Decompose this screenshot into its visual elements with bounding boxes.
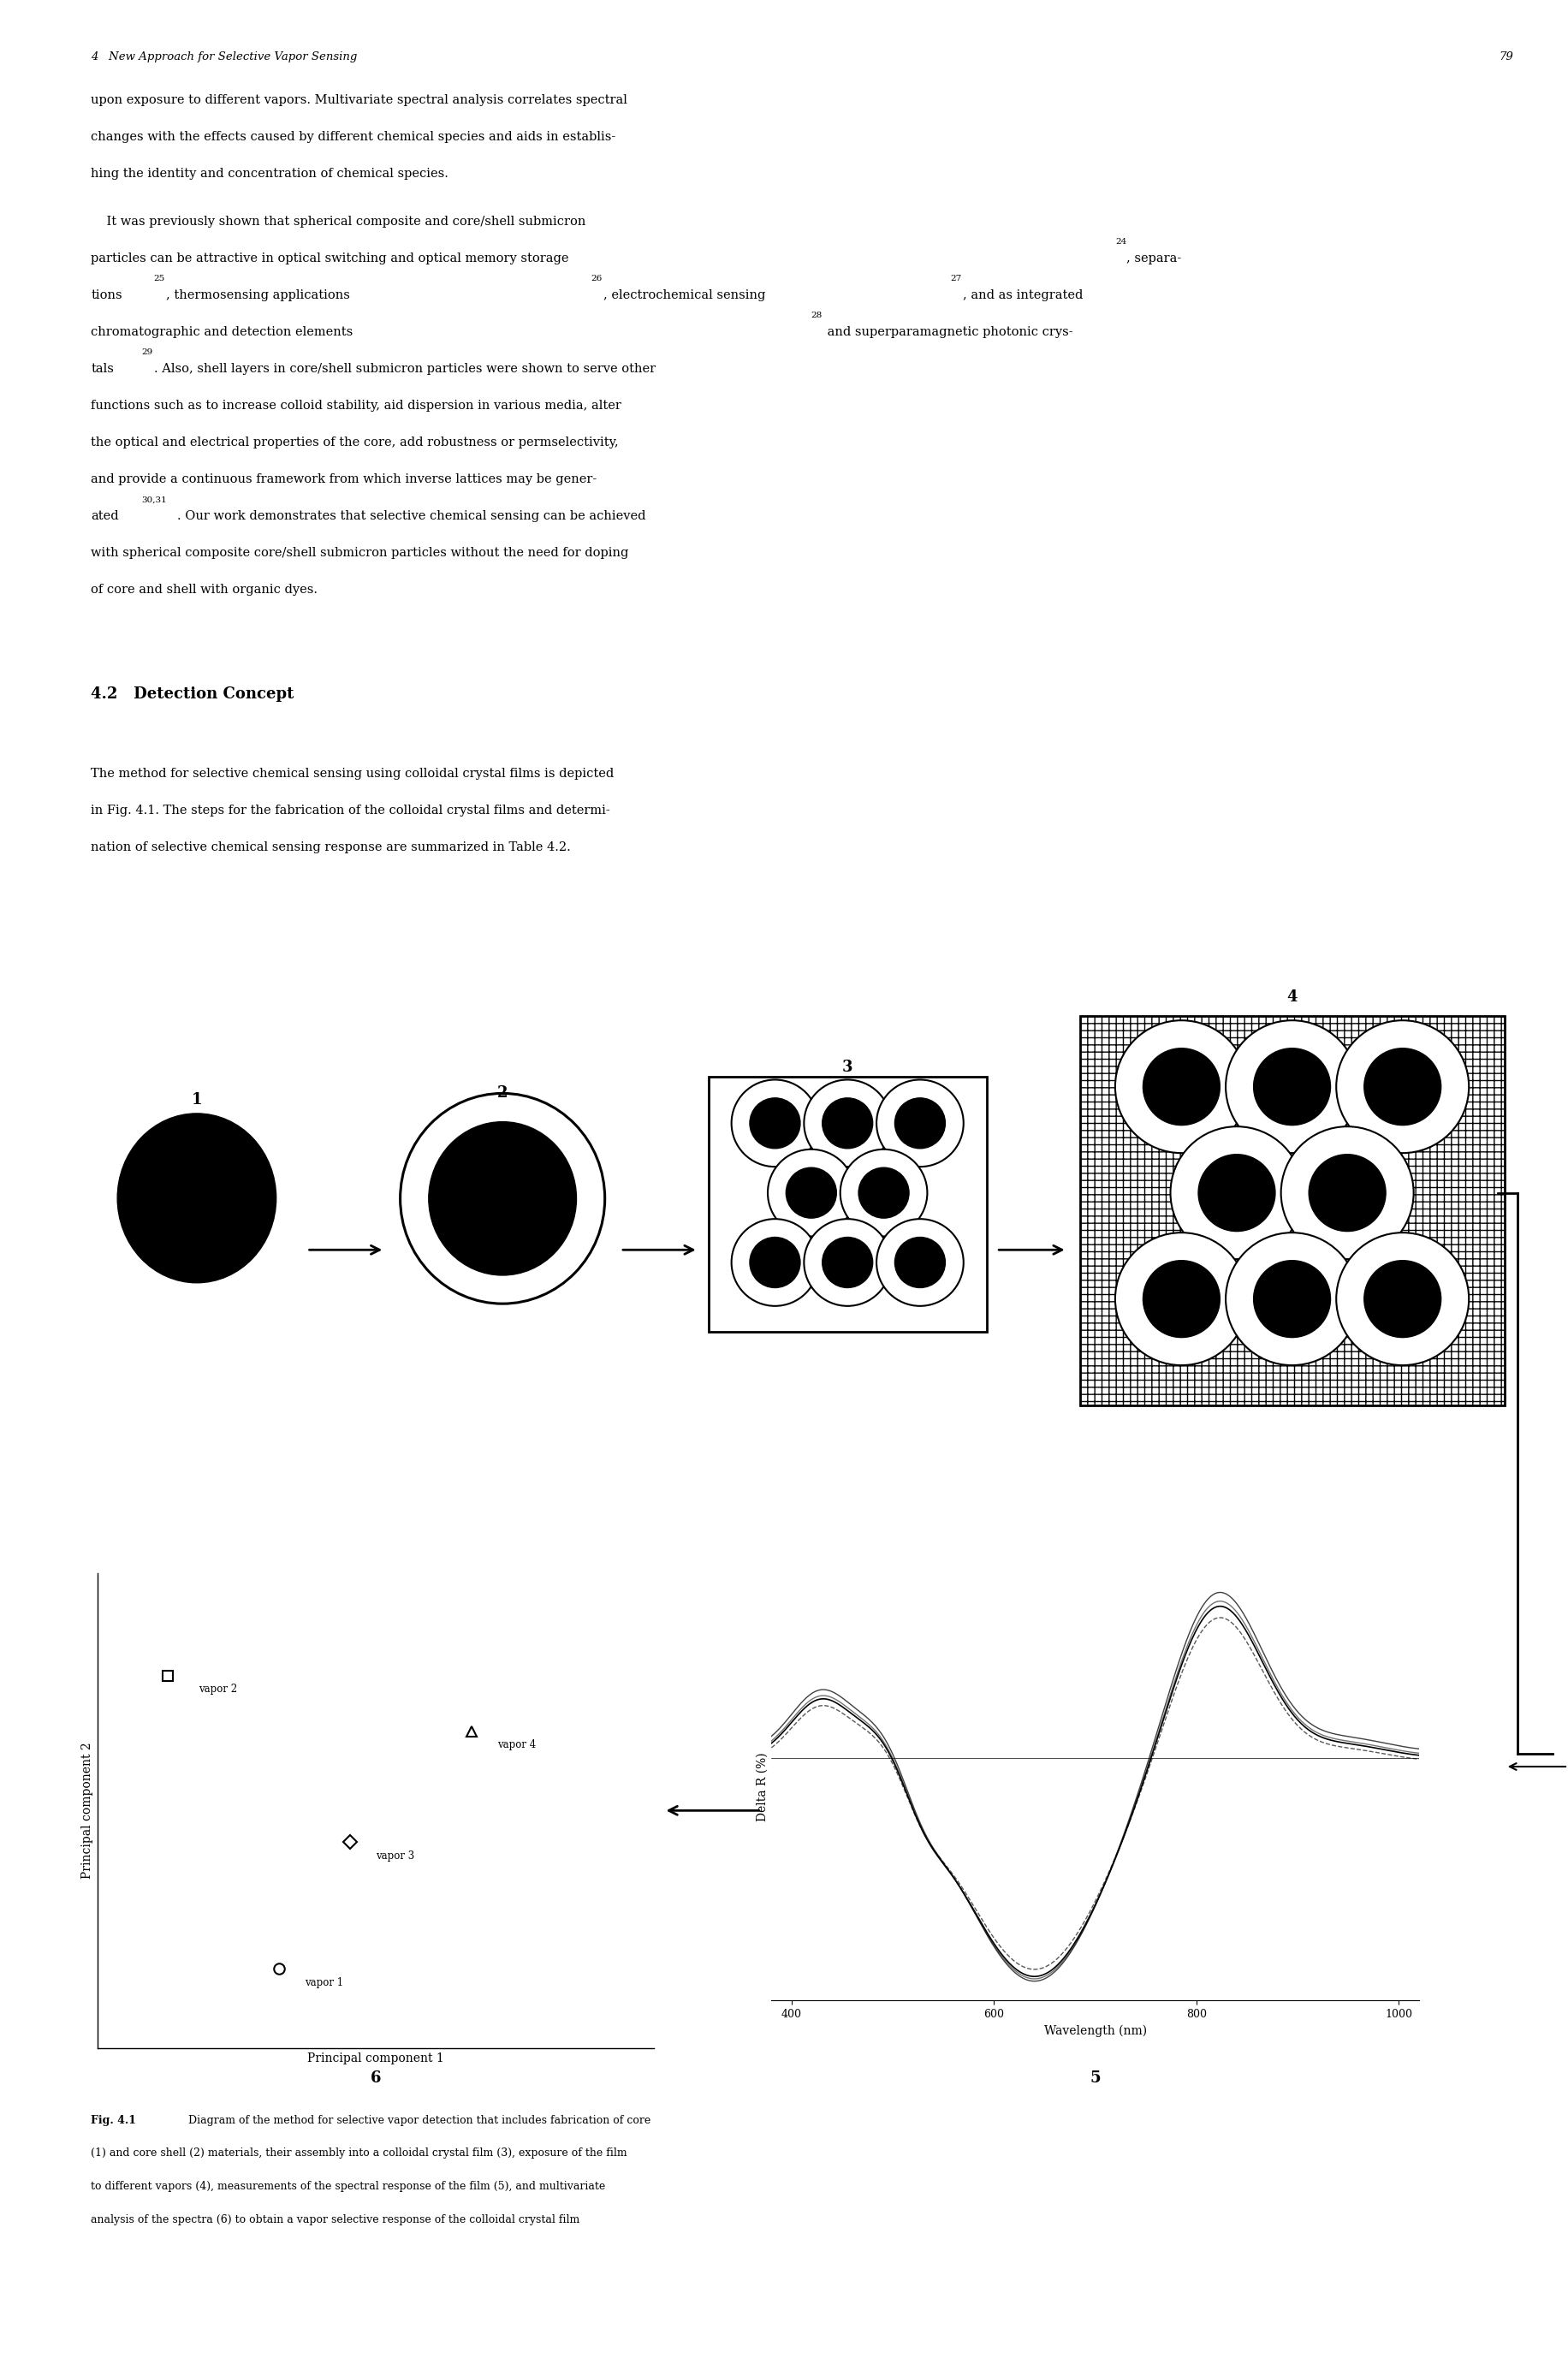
Text: 25: 25 bbox=[154, 276, 165, 283]
Text: 79: 79 bbox=[1499, 50, 1513, 62]
Text: , separa-: , separa- bbox=[1126, 252, 1182, 264]
Text: . Our work demonstrates that selective chemical sensing can be achieved: . Our work demonstrates that selective c… bbox=[177, 511, 646, 523]
X-axis label: Wavelength (nm): Wavelength (nm) bbox=[1044, 2024, 1146, 2036]
Circle shape bbox=[877, 1079, 963, 1167]
Text: ated: ated bbox=[91, 511, 119, 523]
Circle shape bbox=[1115, 1233, 1248, 1366]
Circle shape bbox=[859, 1167, 909, 1219]
Ellipse shape bbox=[400, 1093, 605, 1304]
Text: (1) and core shell (2) materials, their assembly into a colloidal crystal film (: (1) and core shell (2) materials, their … bbox=[91, 2148, 627, 2160]
Circle shape bbox=[731, 1079, 818, 1167]
Circle shape bbox=[1143, 1262, 1220, 1338]
Text: Fig. 4.1: Fig. 4.1 bbox=[91, 2115, 136, 2127]
Text: The method for selective chemical sensing using colloidal crystal films is depic: The method for selective chemical sensin… bbox=[91, 767, 615, 779]
Circle shape bbox=[768, 1150, 855, 1236]
Text: and superparamagnetic photonic crys-: and superparamagnetic photonic crys- bbox=[823, 326, 1073, 337]
Circle shape bbox=[1364, 1048, 1441, 1126]
Text: , electrochemical sensing: , electrochemical sensing bbox=[604, 290, 765, 302]
Text: tals: tals bbox=[91, 364, 114, 375]
Text: chromatographic and detection elements: chromatographic and detection elements bbox=[91, 326, 353, 337]
Circle shape bbox=[840, 1150, 927, 1236]
Text: Diagram of the method for selective vapor detection that includes fabrication of: Diagram of the method for selective vapo… bbox=[188, 2115, 651, 2127]
Text: tions: tions bbox=[91, 290, 122, 302]
Circle shape bbox=[1336, 1019, 1469, 1152]
FancyBboxPatch shape bbox=[709, 1076, 986, 1333]
Ellipse shape bbox=[428, 1121, 577, 1276]
Text: in Fig. 4.1. The steps for the fabrication of the colloidal crystal films and de: in Fig. 4.1. The steps for the fabricati… bbox=[91, 805, 610, 817]
Text: vapor 1: vapor 1 bbox=[304, 1977, 343, 1989]
Circle shape bbox=[804, 1219, 891, 1307]
FancyBboxPatch shape bbox=[1080, 1017, 1504, 1404]
Circle shape bbox=[1309, 1155, 1386, 1231]
Circle shape bbox=[731, 1219, 818, 1307]
Text: 6: 6 bbox=[370, 2072, 381, 2086]
X-axis label: Principal component 1: Principal component 1 bbox=[307, 2053, 444, 2065]
Text: 4: 4 bbox=[1287, 988, 1297, 1005]
Text: 24: 24 bbox=[1116, 238, 1127, 245]
Text: 4.2   Detection Concept: 4.2 Detection Concept bbox=[91, 687, 295, 703]
Circle shape bbox=[804, 1079, 891, 1167]
Text: , thermosensing applications: , thermosensing applications bbox=[166, 290, 350, 302]
Circle shape bbox=[1253, 1048, 1331, 1126]
Text: particles can be attractive in optical switching and optical memory storage: particles can be attractive in optical s… bbox=[91, 252, 569, 264]
Text: 27: 27 bbox=[950, 276, 961, 283]
Circle shape bbox=[1336, 1233, 1469, 1366]
Circle shape bbox=[895, 1098, 946, 1148]
Text: changes with the effects caused by different chemical species and aids in establ: changes with the effects caused by diffe… bbox=[91, 131, 616, 143]
Text: upon exposure to different vapors. Multivariate spectral analysis correlates spe: upon exposure to different vapors. Multi… bbox=[91, 95, 627, 107]
Text: of core and shell with organic dyes.: of core and shell with organic dyes. bbox=[91, 584, 318, 596]
Circle shape bbox=[786, 1167, 836, 1219]
Circle shape bbox=[1115, 1019, 1248, 1152]
Text: 30,31: 30,31 bbox=[141, 497, 166, 504]
Text: hing the identity and concentration of chemical species.: hing the identity and concentration of c… bbox=[91, 166, 448, 181]
Ellipse shape bbox=[118, 1114, 276, 1283]
Text: the optical and electrical properties of the core, add robustness or permselecti: the optical and electrical properties of… bbox=[91, 437, 619, 449]
Text: vapor 3: vapor 3 bbox=[375, 1851, 414, 1860]
Circle shape bbox=[1198, 1155, 1275, 1231]
Text: vapor 4: vapor 4 bbox=[497, 1739, 536, 1751]
Circle shape bbox=[750, 1238, 800, 1288]
Circle shape bbox=[877, 1219, 963, 1307]
Circle shape bbox=[1226, 1233, 1358, 1366]
Text: 5: 5 bbox=[1090, 2072, 1101, 2086]
Text: . Also, shell layers in core/shell submicron particles were shown to serve other: . Also, shell layers in core/shell submi… bbox=[154, 364, 655, 375]
Circle shape bbox=[1143, 1048, 1220, 1126]
Circle shape bbox=[895, 1238, 946, 1288]
Text: functions such as to increase colloid stability, aid dispersion in various media: functions such as to increase colloid st… bbox=[91, 399, 621, 411]
Text: 1: 1 bbox=[191, 1093, 202, 1107]
Text: 4   New Approach for Selective Vapor Sensing: 4 New Approach for Selective Vapor Sensi… bbox=[91, 50, 358, 62]
Text: 28: 28 bbox=[811, 311, 822, 318]
Text: , and as integrated: , and as integrated bbox=[963, 290, 1083, 302]
Circle shape bbox=[750, 1098, 800, 1148]
Text: vapor 2: vapor 2 bbox=[199, 1685, 237, 1694]
Y-axis label: Delta R (%): Delta R (%) bbox=[756, 1751, 768, 1822]
Circle shape bbox=[1253, 1262, 1331, 1338]
Circle shape bbox=[1281, 1126, 1414, 1259]
Circle shape bbox=[1364, 1262, 1441, 1338]
Circle shape bbox=[1170, 1126, 1303, 1259]
Circle shape bbox=[1226, 1019, 1358, 1152]
Text: It was previously shown that spherical composite and core/shell submicron: It was previously shown that spherical c… bbox=[91, 216, 586, 228]
Text: 2: 2 bbox=[497, 1086, 508, 1100]
Y-axis label: Principal component 2: Principal component 2 bbox=[82, 1742, 94, 1879]
Text: with spherical composite core/shell submicron particles without the need for dop: with spherical composite core/shell subm… bbox=[91, 546, 629, 558]
Text: analysis of the spectra (6) to obtain a vapor selective response of the colloida: analysis of the spectra (6) to obtain a … bbox=[91, 2214, 580, 2226]
Text: 29: 29 bbox=[141, 349, 152, 356]
Text: nation of selective chemical sensing response are summarized in Table 4.2.: nation of selective chemical sensing res… bbox=[91, 841, 571, 853]
Text: and provide a continuous framework from which inverse lattices may be gener-: and provide a continuous framework from … bbox=[91, 473, 597, 485]
Circle shape bbox=[822, 1238, 873, 1288]
Text: to different vapors (4), measurements of the spectral response of the film (5), : to different vapors (4), measurements of… bbox=[91, 2181, 605, 2193]
Circle shape bbox=[822, 1098, 873, 1148]
Text: 26: 26 bbox=[591, 276, 602, 283]
Text: 3: 3 bbox=[842, 1060, 853, 1074]
